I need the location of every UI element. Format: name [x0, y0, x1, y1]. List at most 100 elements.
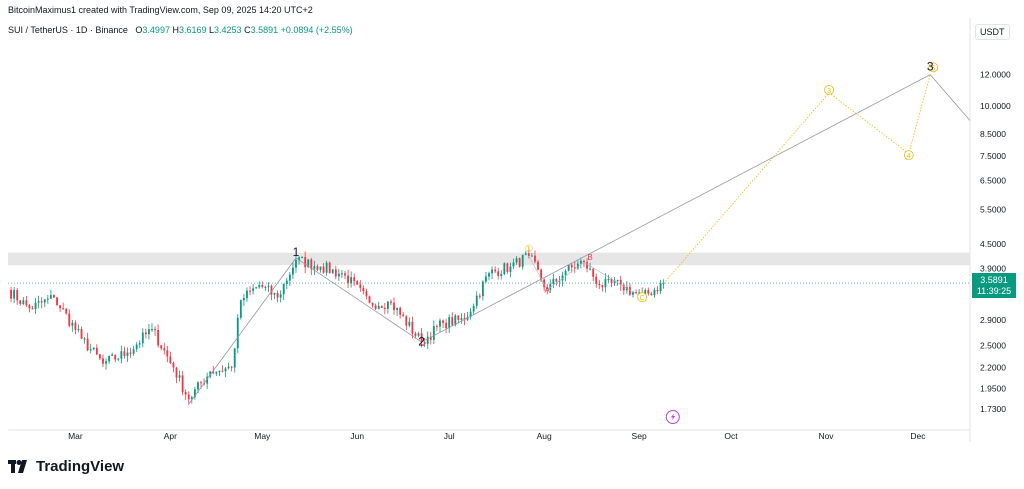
y-tick-label: 2.9000 — [980, 315, 1006, 325]
candle-body — [414, 333, 417, 336]
candle-body — [292, 267, 294, 275]
candle-body — [129, 352, 132, 354]
candle-body — [160, 345, 163, 349]
candle-body — [365, 291, 368, 297]
candle-body — [583, 260, 585, 263]
y-tick-label: 10.0000 — [980, 101, 1011, 111]
candle-body — [393, 302, 395, 311]
candle-body — [521, 254, 524, 267]
candle-body — [362, 287, 365, 292]
candle-body — [515, 258, 518, 263]
symbol-legend: SUI / TetherUS · 1D · Binance O3.4997 H3… — [8, 25, 353, 35]
x-tick-label: Jun — [350, 431, 364, 441]
candle-body — [163, 348, 166, 351]
x-tick-label: Nov — [818, 431, 834, 441]
candle-body — [200, 382, 202, 384]
candle-body — [586, 262, 588, 269]
candle-body — [43, 299, 46, 303]
candle-body — [285, 280, 288, 285]
candle-body — [356, 281, 359, 285]
currency-selector[interactable]: USDT — [975, 24, 1010, 40]
candle-body — [383, 307, 386, 309]
y-tick-label: 1.9500 — [980, 383, 1006, 393]
candle-body — [601, 284, 604, 288]
candle-body — [108, 355, 111, 362]
x-tick-label: Aug — [537, 431, 552, 441]
wave-label: 3 — [927, 59, 934, 73]
candle-body — [350, 277, 353, 284]
candle-body — [175, 367, 178, 378]
candle-body — [485, 276, 487, 282]
candle-body — [552, 278, 555, 284]
candle-body — [475, 295, 478, 306]
candle-body — [457, 315, 460, 320]
candle-body — [469, 311, 472, 317]
candle-body — [472, 305, 475, 312]
y-tick-label: 4.5000 — [980, 239, 1006, 249]
y-tick-label: 8.5000 — [980, 129, 1006, 139]
candle-body — [429, 336, 432, 340]
candle-body — [246, 290, 248, 299]
candle-body — [604, 279, 607, 288]
candle-body — [564, 270, 567, 276]
close-value: 3.5891 — [250, 25, 279, 35]
wave-label: A — [545, 285, 551, 294]
candle-body — [28, 305, 31, 309]
candle-body — [420, 333, 423, 343]
candle-body — [650, 293, 653, 296]
candle-body — [334, 269, 337, 277]
tradingview-logo[interactable]: TradingView — [8, 458, 124, 475]
candle-body — [34, 302, 37, 310]
candle-body — [374, 305, 377, 309]
candle-body — [111, 354, 114, 356]
candle-body — [169, 356, 172, 363]
low-label: L — [209, 25, 215, 35]
candle-body — [282, 284, 285, 295]
candle-body — [154, 329, 156, 331]
candle-body — [322, 266, 325, 273]
candle-body — [151, 329, 153, 331]
candle-body — [454, 315, 457, 326]
elliott-wave-correction-path — [528, 255, 643, 298]
resistance-zone — [8, 252, 970, 266]
candle-body — [252, 288, 255, 291]
candle-body — [408, 321, 411, 326]
candle-body — [512, 262, 515, 267]
candle-body — [181, 375, 184, 392]
candle-body — [22, 300, 25, 304]
x-tick-label: Mar — [68, 431, 83, 441]
candle-body — [371, 302, 374, 306]
y-tick-label: 7.5000 — [980, 151, 1006, 161]
candle-body — [478, 295, 481, 297]
candle-body — [570, 264, 573, 268]
x-tick-label: Dec — [910, 431, 926, 441]
candle-body — [540, 269, 543, 280]
last-price-value: 3.5891 — [980, 275, 1008, 285]
chart-credit: BitcoinMaximus1 created with TradingView… — [8, 5, 313, 15]
candle-body — [622, 284, 625, 291]
candle-body — [439, 320, 441, 327]
candle-body — [442, 320, 444, 323]
candle-body — [632, 292, 634, 295]
candle-body — [647, 290, 650, 294]
candle-body — [65, 308, 68, 314]
candle-body — [193, 389, 196, 398]
candle-body — [460, 318, 463, 320]
candle-body — [123, 351, 126, 356]
candle-body — [184, 391, 187, 395]
candle-body — [307, 259, 310, 268]
wave-label: 4 — [907, 153, 911, 160]
candle-body — [530, 255, 533, 257]
candle-body — [405, 316, 408, 326]
bar-countdown: 11:39:25 — [976, 286, 1012, 296]
candle-body — [71, 322, 74, 326]
candle-body — [187, 394, 190, 400]
candle-body — [402, 314, 405, 317]
candle-body — [46, 298, 49, 300]
y-tick-label: 12.0000 — [980, 70, 1011, 80]
candle-body — [386, 301, 389, 309]
wave-marker-circle — [928, 62, 939, 73]
wave-label: ① — [524, 244, 533, 255]
candle-body — [227, 366, 230, 369]
